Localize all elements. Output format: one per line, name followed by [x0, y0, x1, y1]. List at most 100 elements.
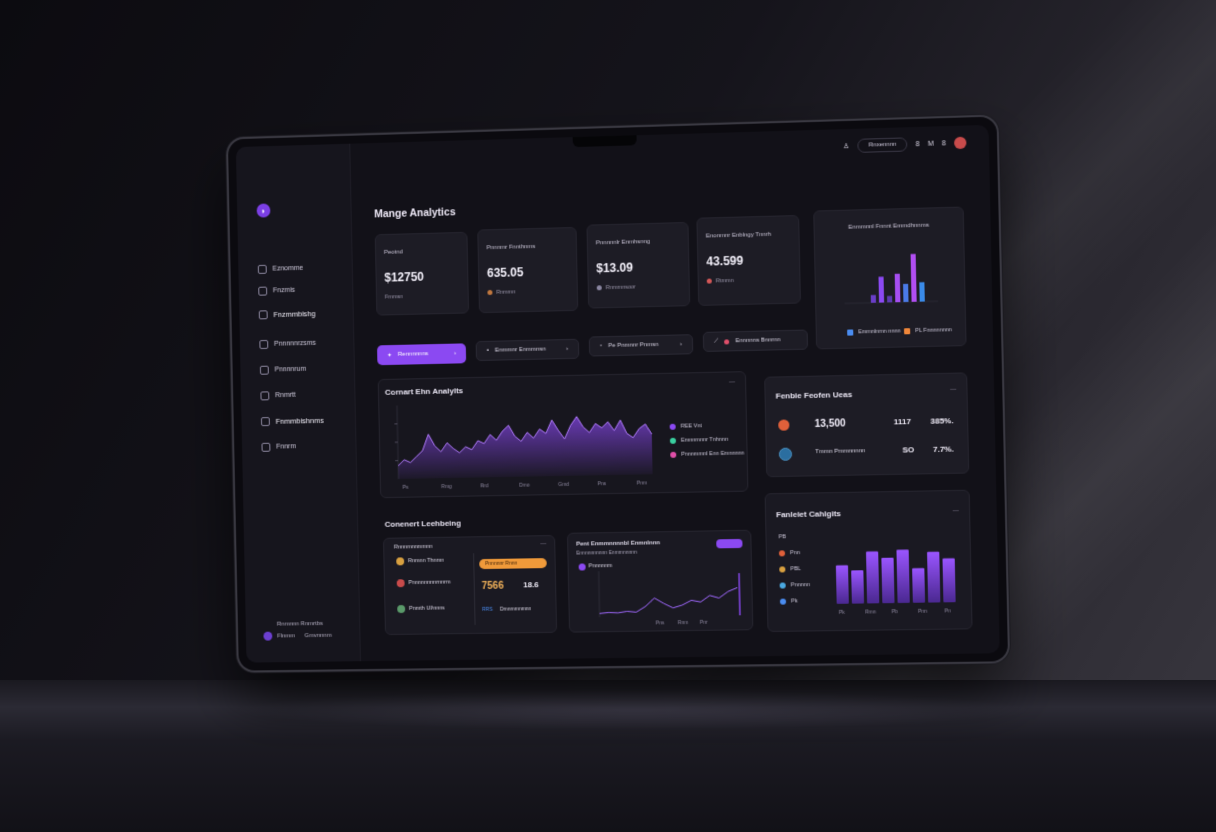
main-legend-0: REE Vnt [670, 423, 702, 430]
bar-legend-2: PBL [779, 566, 801, 572]
kpi-value: $12750 [384, 270, 424, 285]
mini-legend-1: PL Fnnnnnnnn [904, 327, 952, 334]
x-tick-label: Gmd [558, 482, 569, 488]
sidebar-item-0[interactable]: Eznomme [258, 264, 304, 274]
kpi-sub: Rnmmn [487, 289, 515, 296]
camera-notch [573, 135, 637, 147]
main-chart-card[interactable]: Cornart Ehn Analylts Ps Rmg Rrd Dmo Gmd Pns Pn… [378, 371, 749, 498]
box-icon: ▫ [600, 343, 602, 349]
sidebar-item-label: Pnnnnrum [275, 366, 307, 374]
avatar [397, 605, 405, 613]
floor-reflection [230, 690, 1036, 730]
sidebar-item-7[interactable]: Fnnrm [261, 442, 296, 452]
doc-icon: ▪ [487, 348, 489, 354]
y-axis [599, 571, 600, 617]
kpi-label: Peotnd [384, 249, 403, 255]
kpi-label: Enonmnr Enblngy Tnnrh [706, 232, 771, 240]
bar-0 [836, 565, 849, 604]
star-icon: ✦ [387, 351, 392, 358]
more-icon[interactable]: ⋯ [540, 540, 546, 547]
user-role: Rnmnnn Rnmrtbs [263, 621, 331, 628]
chat-icon[interactable]: 8 [942, 140, 946, 147]
bar-5 [912, 568, 925, 603]
link-icon: ⟋ [714, 338, 718, 345]
kpi-card-2[interactable]: Pnnnnnlr Enmhsnng $13.09 Rnmmnsoor [586, 222, 690, 309]
mini-chart-card[interactable]: Enmmnnl Fnnnt Emmdhnnms Emmnlnmn nnnn PL… [813, 207, 966, 350]
bell-icon[interactable]: ♙ [843, 142, 850, 150]
action-button-2[interactable]: ▫ Pe Pnmnnr Pnmsn › [589, 334, 693, 356]
bar-1 [851, 570, 864, 603]
kpi-card-1[interactable]: Pnnnmr Fnnthnms 635.05 Rnmmn [477, 227, 578, 313]
line-chart-title: Pent Enmmnnnnbl Enmnlnnn [576, 540, 660, 547]
line-chart-card[interactable]: Pent Enmmnnnnbl Enmnlnnn Ennnnnnnnnn Enm… [567, 530, 753, 633]
bar-3 [895, 274, 901, 303]
globe-icon [779, 448, 792, 461]
bar-legend-0: PB [779, 534, 787, 540]
leaderboard-title: Conenert Leehbeing [385, 519, 461, 529]
sidebar-item-label: Fnzmis [273, 287, 295, 294]
x-tick-label: Pnm [637, 480, 647, 486]
avatar[interactable] [954, 137, 967, 149]
leaderboard-card[interactable]: Rnnnmnnmmnn ⋯ Rnmnn Thnmn Pnnnnnnnnrnnrm… [383, 535, 557, 635]
avatar [396, 557, 404, 565]
sidebar-item-4[interactable]: Pnnnnrum [260, 365, 306, 375]
x-tick-label: Ps [403, 485, 409, 491]
user-icon [260, 366, 269, 375]
right-panel-card[interactable]: Fenbie Feofen Ueas ⋯ 13,500 1117 385%. T… [764, 372, 969, 477]
kpi-card-3[interactable]: Enonmnr Enblngy Tnnrh 43.599 Rtmmn [696, 215, 801, 306]
main-legend-2: Pnnnmmnl Enn Emnnnnn [670, 451, 744, 458]
kpi-card-0[interactable]: Peotnd $12750 Fmmsn [375, 232, 469, 316]
x-tick-label: Pb [892, 609, 899, 615]
more-icon[interactable]: ⋯ [950, 386, 956, 393]
kpi-value: 635.05 [487, 265, 524, 280]
tablet-device: ◗ Eznomme Fnzmis Fnzmmbishg Pnnnnnrzsms … [228, 117, 1008, 671]
action-button-0[interactable]: ✦ Rennnnnns › [377, 343, 466, 365]
more-icon[interactable]: ⋯ [729, 378, 735, 385]
mail-icon[interactable]: M [928, 140, 934, 147]
sidebar-item-3[interactable]: Pnnnnnrzsms [259, 339, 316, 349]
search-pill[interactable]: Rnxennnn [857, 137, 907, 153]
bar-legend-4: Pk [780, 598, 798, 604]
sidebar-item-1[interactable]: Fnzmis [258, 286, 295, 296]
flame-icon [778, 419, 789, 430]
user-profile[interactable]: Rnmnnn Rnmrtbs Flnmm Gmvnnnm [263, 621, 332, 641]
x-tick-label: Rmg [441, 484, 452, 490]
sidebar-item-6[interactable]: Fnmmbishnms [261, 416, 324, 426]
bar-3 [881, 558, 894, 603]
line-chart-subtitle: Ennnnnnnnnn Enmmnnnnn [576, 550, 637, 557]
action-button-3[interactable]: ⟋ Ennnnns Bnnrnn [703, 330, 808, 352]
top-bar: ♙ Rnxennnn 8 M 8 [843, 136, 967, 154]
legend-swatch [670, 452, 676, 458]
avatar [397, 579, 405, 587]
x-tick-label: Pns [597, 481, 606, 487]
bar-chart-card[interactable]: Fanleiet Cahlgits ⋯ PB Pnn PBL Pnnnnn Pk… [765, 490, 973, 632]
x-tick-label: Pns [656, 620, 665, 626]
filter-tag[interactable] [716, 539, 742, 548]
sidebar-item-label: Fnnrm [276, 443, 296, 450]
x-tick-label: Pn [945, 608, 952, 614]
sidebar-item-5[interactable]: Rnmrtt [260, 391, 295, 401]
more-icon[interactable]: ⋯ [953, 507, 959, 514]
leaderboard-row[interactable]: Rnmnn Thnmn [408, 558, 444, 565]
notification-badge[interactable]: 8 [916, 141, 920, 148]
home-icon [258, 265, 267, 274]
leaderboard-row[interactable]: Pnmth Ul/nnns [409, 605, 445, 611]
help-icon [261, 443, 270, 452]
leaderboard-row[interactable]: Pnnnnnnnnrnnrm [408, 579, 450, 586]
row-name: Tmmn Pmmnnnnn [815, 448, 865, 455]
sidebar-item-label: Pnnnnnrzsms [274, 340, 316, 348]
bar-6 [927, 552, 940, 603]
x-tick-label: Rmn [865, 609, 876, 615]
mini-bar-chart [815, 228, 966, 333]
page-title: Mange Analytics [374, 206, 456, 220]
x-tick-label: Dmo [519, 483, 530, 489]
action-button-1[interactable]: ▪ Enmmnr Enmmnsn › [476, 339, 580, 361]
sidebar-item-2[interactable]: Fnzmmbishg [259, 309, 316, 319]
app-logo-icon[interactable]: ◗ [257, 203, 271, 217]
avatar [263, 632, 272, 641]
series-line [599, 588, 738, 614]
bar-chart-title: Fanleiet Cahlgits [776, 509, 841, 519]
row-value: 1117 [894, 417, 911, 426]
kpi-label: Pnnnmr Fnnthnms [486, 244, 535, 251]
legend-swatch [670, 424, 676, 430]
